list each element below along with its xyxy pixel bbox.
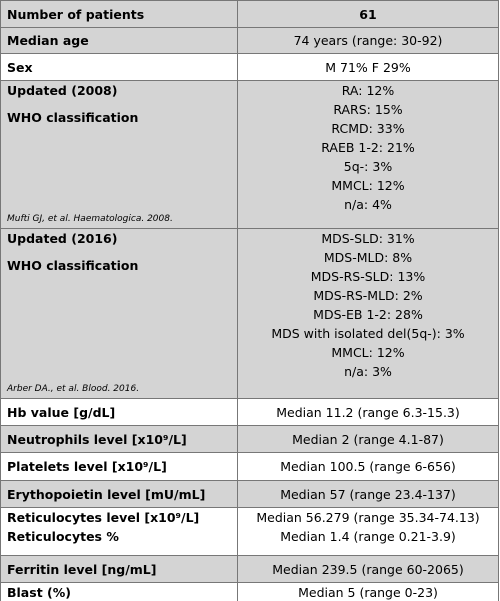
row-value: RA: 12% RARS: 15% RCMD: 33% RAEB 1-2: 21% 5q… xyxy=(237,80,499,229)
value-line: Median 1.4 (range 0.21-3.9) xyxy=(280,529,456,544)
label-line: Sex xyxy=(7,59,33,75)
value-line: Median 5 (range 0-23) xyxy=(298,585,438,600)
label-line: Blast (%) xyxy=(7,585,71,600)
row-value: 61 xyxy=(237,0,499,28)
value-line: MDS-SLD: 31% xyxy=(321,231,415,246)
citation: Arber DA., et al. Blood. 2016. xyxy=(7,384,140,394)
row-label: Hb value [g/dL] xyxy=(0,398,238,426)
value-line: RAEB 1-2: 21% xyxy=(321,140,415,155)
value-line: RA: 12% xyxy=(341,83,395,98)
table-row: Reticulocytes level [x10⁹/L] Reticulocyte… xyxy=(0,507,499,556)
label-line: Updated (2008) xyxy=(7,83,118,98)
label-line: Neutrophils level [x10⁹/L] xyxy=(7,431,187,447)
value-line: Median 56.279 (range 35.34-74.13) xyxy=(256,510,480,525)
label-line: Reticulocytes % xyxy=(7,529,119,544)
row-label: Sex xyxy=(0,53,238,81)
row-label: Reticulocytes level [x10⁹/L] Reticulocyte… xyxy=(0,507,238,556)
label-line: Platelets level [x10⁹/L] xyxy=(7,459,167,474)
value-line: Median 2 (range 4.1-87) xyxy=(292,431,444,447)
label-line: Ferritin level [ng/mL] xyxy=(7,561,157,577)
value-line: MMCL: 12% xyxy=(331,345,405,360)
row-value: Median 2 (range 4.1-87) xyxy=(237,425,499,453)
row-value: 74 years (range: 30-92) xyxy=(237,27,499,54)
label-line: WHO classification xyxy=(7,110,139,125)
value-line: Median 57 (range 23.4-137) xyxy=(280,486,456,502)
table-row: Erythopoietin level [mU/mL] Median 57 (ra… xyxy=(0,480,499,508)
table-row: Number of patients 61 xyxy=(0,0,499,28)
row-value: Median 5 (range 0-23) xyxy=(237,582,499,601)
value-line: MDS-RS-SLD: 13% xyxy=(310,269,426,284)
row-label: Number of patients xyxy=(0,0,238,28)
table-row: Hb value [g/dL] Median 11.2 (range 6.3-15… xyxy=(0,398,499,426)
table-row: Platelets level [x10⁹/L] Median 100.5 (ra… xyxy=(0,452,499,481)
value-line: 5q-: 3% xyxy=(343,159,393,174)
row-label: Blast (%) xyxy=(0,582,238,601)
label-line: Hb value [g/dL] xyxy=(7,404,116,420)
row-value: Median 57 (range 23.4-137) xyxy=(237,480,499,508)
table-row: Blast (%) Median 5 (range 0-23) xyxy=(0,582,499,601)
row-value: MDS-SLD: 31% MDS-MLD: 8% MDS-RS-SLD: 13% MD… xyxy=(237,228,499,399)
citation: Mufti GJ, et al. Haematologica. 2008. xyxy=(7,214,173,224)
row-value: M 71% F 29% xyxy=(237,53,499,81)
row-value: Median 100.5 (range 6-656) xyxy=(237,452,499,481)
table-row: Ferritin level [ng/mL] Median 239.5 (rang… xyxy=(0,555,499,583)
table-row: Updated (2016) WHO classification Arber DA… xyxy=(0,228,499,399)
row-label: Erythopoietin level [mU/mL] xyxy=(0,480,238,508)
row-value: Median 56.279 (range 35.34-74.13) Median … xyxy=(237,507,499,556)
value-line: M 71% F 29% xyxy=(325,59,411,75)
value-line: 74 years (range: 30-92) xyxy=(293,33,443,48)
label-line: Erythopoietin level [mU/mL] xyxy=(7,486,206,502)
value-line: n/a: 4% xyxy=(344,197,392,212)
value-line: RARS: 15% xyxy=(333,102,403,117)
value-line: MDS with isolated del(5q-): 3% xyxy=(271,326,465,341)
value-line: Median 100.5 (range 6-656) xyxy=(280,459,456,474)
table-row: Median age 74 years (range: 30-92) xyxy=(0,27,499,54)
row-label: Median age xyxy=(0,27,238,54)
value-line: MDS-EB 1-2: 28% xyxy=(313,307,423,322)
label-line: WHO classification xyxy=(7,258,139,273)
label-line: Number of patients xyxy=(7,6,145,22)
table-row: Neutrophils level [x10⁹/L] Median 2 (rang… xyxy=(0,425,499,453)
value-line: Median 239.5 (range 60-2065) xyxy=(272,561,464,577)
value-line: MDS-MLD: 8% xyxy=(323,250,413,265)
row-value: Median 239.5 (range 60-2065) xyxy=(237,555,499,583)
row-value: Median 11.2 (range 6.3-15.3) xyxy=(237,398,499,426)
value-line: 61 xyxy=(359,6,377,22)
value-line: Median 11.2 (range 6.3-15.3) xyxy=(276,404,460,420)
row-label: Neutrophils level [x10⁹/L] xyxy=(0,425,238,453)
row-label: Platelets level [x10⁹/L] xyxy=(0,452,238,481)
table-row: Sex M 71% F 29% xyxy=(0,53,499,81)
row-label: Ferritin level [ng/mL] xyxy=(0,555,238,583)
label-line: Reticulocytes level [x10⁹/L] xyxy=(7,510,200,525)
table-row: Updated (2008) WHO classification Mufti GJ… xyxy=(0,80,499,229)
label-line: Median age xyxy=(7,33,89,48)
value-line: MDS-RS-MLD: 2% xyxy=(313,288,423,303)
label-line: Updated (2016) xyxy=(7,231,118,246)
value-line: n/a: 3% xyxy=(344,364,392,379)
row-label: Updated (2016) WHO classification Arber DA… xyxy=(0,228,238,399)
value-line: RCMD: 33% xyxy=(331,121,405,136)
row-label: Updated (2008) WHO classification Mufti GJ… xyxy=(0,80,238,229)
value-line: MMCL: 12% xyxy=(331,178,405,193)
